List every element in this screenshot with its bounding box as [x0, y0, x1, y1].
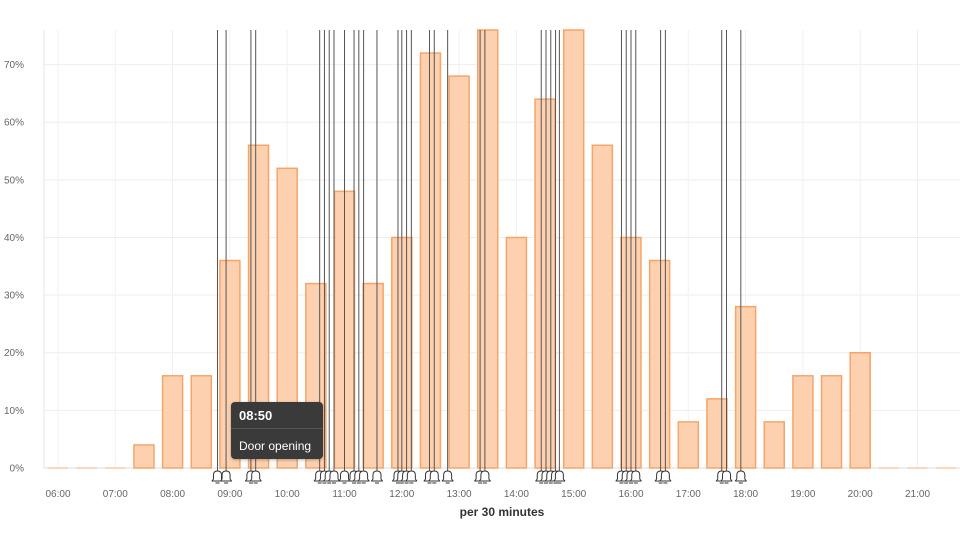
- bars-layer: [48, 29, 957, 469]
- tooltip-divider: [231, 428, 323, 429]
- bar[interactable]: [477, 29, 499, 469]
- bar[interactable]: [161, 375, 184, 469]
- y-tick-label: 30%: [4, 291, 24, 302]
- bar[interactable]: [792, 375, 814, 469]
- bar[interactable]: [734, 305, 757, 469]
- bar[interactable]: [534, 98, 556, 469]
- bar[interactable]: [362, 282, 384, 469]
- tooltip-label: Door opening: [239, 439, 312, 453]
- bell-icon[interactable]: [220, 470, 233, 484]
- bar[interactable]: [849, 351, 871, 469]
- bar[interactable]: [247, 144, 270, 469]
- bar[interactable]: [133, 444, 155, 469]
- bell-icon[interactable]: [720, 470, 733, 484]
- bell-icon[interactable]: [370, 470, 383, 484]
- event-markers-layer: [211, 30, 747, 484]
- bell-icon[interactable]: [249, 470, 262, 484]
- x-tick-label: 13:00: [447, 489, 472, 500]
- x-tick-label: 16:00: [618, 489, 643, 500]
- bar[interactable]: [648, 259, 671, 469]
- bell-icon[interactable]: [478, 470, 491, 484]
- bar[interactable]: [419, 52, 442, 469]
- x-tick-label: 14:00: [504, 489, 529, 500]
- y-tick-label: 10%: [4, 406, 24, 417]
- x-tick-label: 19:00: [790, 489, 815, 500]
- bell-icon[interactable]: [357, 470, 370, 484]
- bell-icon[interactable]: [338, 470, 351, 484]
- x-tick-label: 06:00: [45, 489, 70, 500]
- y-tick-label: 20%: [4, 348, 24, 359]
- bar[interactable]: [591, 144, 614, 469]
- x-axis-label: per 30 minutes: [460, 505, 545, 519]
- tooltip-time: 08:50: [239, 408, 273, 423]
- bell-icon[interactable]: [441, 470, 454, 484]
- bar[interactable]: [677, 421, 700, 469]
- x-tick-label: 18:00: [733, 489, 758, 500]
- bar[interactable]: [820, 375, 843, 469]
- bar[interactable]: [448, 75, 470, 469]
- bell-icon[interactable]: [211, 470, 224, 484]
- bell-icon[interactable]: [405, 470, 418, 484]
- x-tick-label: 08:00: [160, 489, 185, 500]
- bar[interactable]: [505, 236, 528, 469]
- bar[interactable]: [276, 167, 298, 469]
- x-tick-label: 11:00: [332, 489, 357, 500]
- x-tick-label: 07:00: [103, 489, 128, 500]
- bell-icon[interactable]: [734, 470, 747, 484]
- event-tooltip: 08:50 Door opening: [231, 402, 323, 459]
- y-axis: 0% 10% 20% 30% 40% 50% 60% 70%: [4, 30, 45, 475]
- x-tick-label: 09:00: [217, 489, 242, 500]
- bar[interactable]: [190, 375, 212, 469]
- bar[interactable]: [763, 421, 785, 469]
- bar[interactable]: [706, 398, 728, 469]
- y-tick-label: 60%: [4, 118, 24, 129]
- x-tick-label: 10:00: [275, 489, 300, 500]
- x-axis: 06:00 07:00 08:00 09:00 10:00 11:00 12:00 13:00…: [45, 489, 930, 500]
- y-tick-label: 50%: [4, 175, 24, 186]
- bell-icon[interactable]: [553, 470, 566, 484]
- x-tick-label: 12:00: [389, 489, 414, 500]
- x-tick-label: 21:00: [905, 489, 930, 500]
- bell-icon[interactable]: [659, 470, 672, 484]
- y-tick-label: 0%: [10, 464, 25, 475]
- bell-icon[interactable]: [428, 470, 441, 484]
- bell-icon[interactable]: [327, 470, 340, 484]
- x-tick-label: 17:00: [676, 489, 701, 500]
- y-tick-label: 40%: [4, 233, 24, 244]
- x-tick-label: 15:00: [561, 489, 586, 500]
- y-tick-label: 70%: [4, 60, 24, 71]
- bar[interactable]: [562, 29, 585, 469]
- bell-icon[interactable]: [629, 470, 642, 484]
- x-tick-label: 20:00: [848, 489, 873, 500]
